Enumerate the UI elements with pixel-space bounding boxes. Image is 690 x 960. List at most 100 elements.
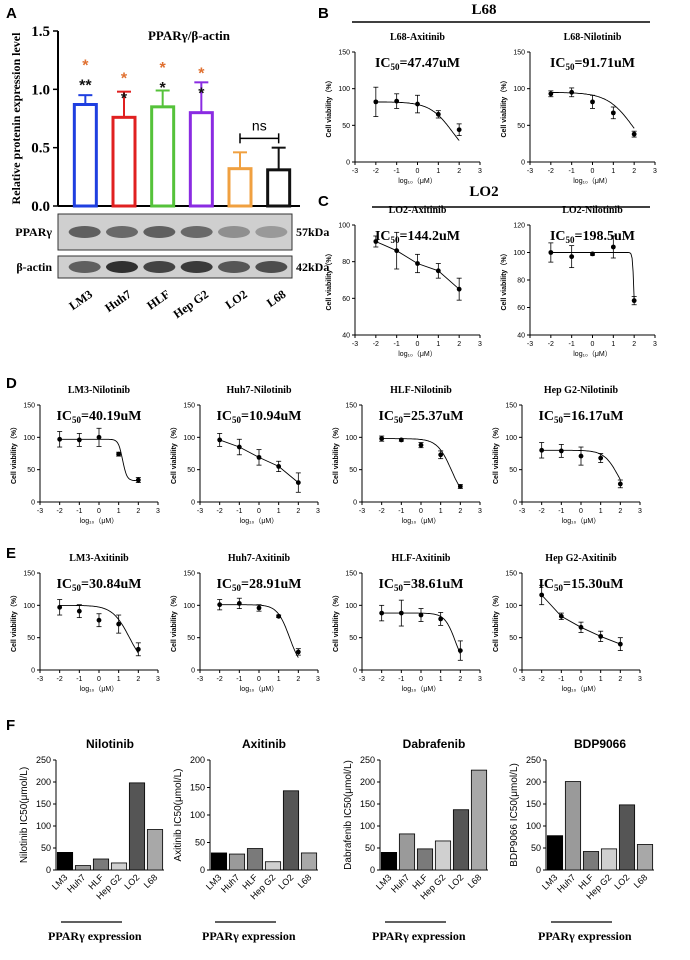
x-tick-label: 3 (478, 341, 482, 348)
category-label: LO2 (223, 287, 250, 312)
x-axis-label: log₁₀（μM） (402, 685, 440, 693)
group-title-lo2: LO2 (469, 184, 498, 200)
ic50-subscript: 50 (394, 415, 404, 425)
ic50-subscript: 50 (566, 62, 576, 72)
ic50-bar-chart-dabrafenib: 0 50 100 150 200 250 Dabrafenib Dabrafenib IC50… (343, 737, 488, 943)
dose-chart-lo2-axitinib: 40 60 80 100 -3 -2 -1 0 1 2 3 log₁₀（μM） Cell viabili… (325, 205, 482, 358)
blot-row-label: PPARγ (15, 225, 52, 239)
data-point (57, 436, 63, 442)
blot-row-label: β-actin (16, 260, 52, 274)
y-tick-label: 50 (342, 123, 350, 130)
x-axis-label: log₁₀（μM） (573, 350, 611, 358)
data-point (438, 452, 444, 458)
ic50-value: =28.91uM (241, 577, 301, 592)
y-tick-label: 100 (505, 435, 517, 442)
y-tick-label: 100 (23, 603, 35, 610)
ic50-label: IC50=198.5uM (550, 229, 635, 245)
x-tick-label: -3 (197, 676, 203, 683)
y-tick-label: 150 (23, 403, 35, 410)
ic50-subscript: 50 (394, 583, 404, 593)
ic50-subscript: 50 (554, 415, 564, 425)
data-point (415, 261, 420, 266)
y-tick-label: 150 (23, 571, 35, 578)
x-tick-label: 0 (591, 341, 595, 348)
bar (188, 111, 214, 208)
y-axis-label: Cell viability（%） (10, 423, 18, 484)
y-tick-label: 200 (190, 755, 205, 765)
chart-title: LM3-Nilotinib (68, 385, 131, 396)
x-tick-label: -1 (76, 508, 82, 515)
data-point (569, 254, 575, 260)
ic50-label: IC50=91.71uM (550, 56, 635, 72)
x-tick-label: -1 (569, 168, 575, 175)
x-tick-label: -1 (398, 508, 404, 515)
x-tick-label: 1 (611, 168, 615, 175)
y-tick-label: 150 (526, 799, 541, 809)
data-point (418, 612, 424, 618)
y-tick-label: 50 (187, 467, 195, 474)
sig-star-black: * (198, 86, 205, 103)
bar (150, 105, 176, 208)
data-point (217, 437, 223, 443)
data-point (548, 91, 554, 97)
x-tick-label: -1 (394, 168, 400, 175)
bar (282, 790, 300, 871)
data-point (236, 600, 242, 606)
x-tick-label: -3 (359, 508, 365, 515)
data-point (578, 453, 584, 459)
expression-label: PPARγ expression (48, 929, 142, 943)
y-tick-label: 50 (187, 635, 195, 642)
y-tick-label: 50 (27, 467, 35, 474)
y-axis-label: Cell viability（%） (332, 591, 340, 652)
category-label: LO2 (446, 872, 465, 891)
group-title-l68: L68 (471, 2, 496, 18)
x-tick-label: -2 (548, 341, 554, 348)
x-tick-label: -1 (394, 341, 400, 348)
data-point (116, 451, 122, 457)
category-label: LO2 (612, 872, 631, 891)
y-tick-label: 100 (513, 250, 525, 257)
ic50-label: IC50=16.17uM (538, 409, 623, 425)
blot-row-kda: 42kDa (296, 260, 329, 274)
ic50-subscript: 50 (72, 583, 82, 593)
bar (56, 852, 74, 871)
panel-label-b: B (318, 5, 329, 22)
x-tick-label: 3 (653, 341, 657, 348)
x-tick-label: -2 (57, 676, 63, 683)
x-tick-label: 2 (632, 341, 636, 348)
y-tick-label: 50 (27, 635, 35, 642)
y-tick-label: 100 (23, 435, 35, 442)
data-point (76, 608, 82, 614)
bar (618, 804, 636, 871)
x-tick-label: 2 (458, 508, 462, 515)
data-point (590, 99, 595, 105)
data-point (457, 648, 463, 653)
bar (546, 835, 564, 871)
y-tick-label: 1.5 (31, 24, 50, 40)
sig-star-orange: * (82, 58, 89, 75)
data-point (379, 436, 385, 442)
blot-band (180, 261, 213, 273)
x-tick-label: -3 (352, 341, 358, 348)
data-point (456, 286, 462, 292)
x-tick-label: 3 (156, 508, 160, 515)
ic50-prefix: IC (538, 577, 554, 592)
bar (111, 115, 137, 208)
x-tick-label: -3 (519, 508, 525, 515)
y-tick-label: 100 (183, 435, 195, 442)
ic50-prefix: IC (378, 409, 394, 424)
dose-chart-lm3-nilotinib: 0 50 100 150 -3 -2 -1 0 1 2 3 log₁₀（μM） Cell viabili… (10, 385, 160, 525)
x-axis-label: log₁₀（μM） (562, 685, 600, 693)
y-tick-label: 50 (509, 467, 517, 474)
data-point (558, 613, 564, 619)
ic50-value: =16.17uM (563, 409, 623, 424)
chart-title: Axitinib (242, 737, 286, 751)
panel-label-c: C (318, 193, 329, 210)
chart-title: Dabrafenib (403, 737, 466, 751)
y-tick-label: 100 (513, 86, 525, 93)
data-point (457, 484, 463, 489)
x-axis-label: log₁₀（μM） (398, 177, 436, 185)
y-tick-label: 150 (505, 403, 517, 410)
y-tick-label: 150 (338, 50, 350, 57)
y-tick-label: 40 (342, 333, 350, 340)
